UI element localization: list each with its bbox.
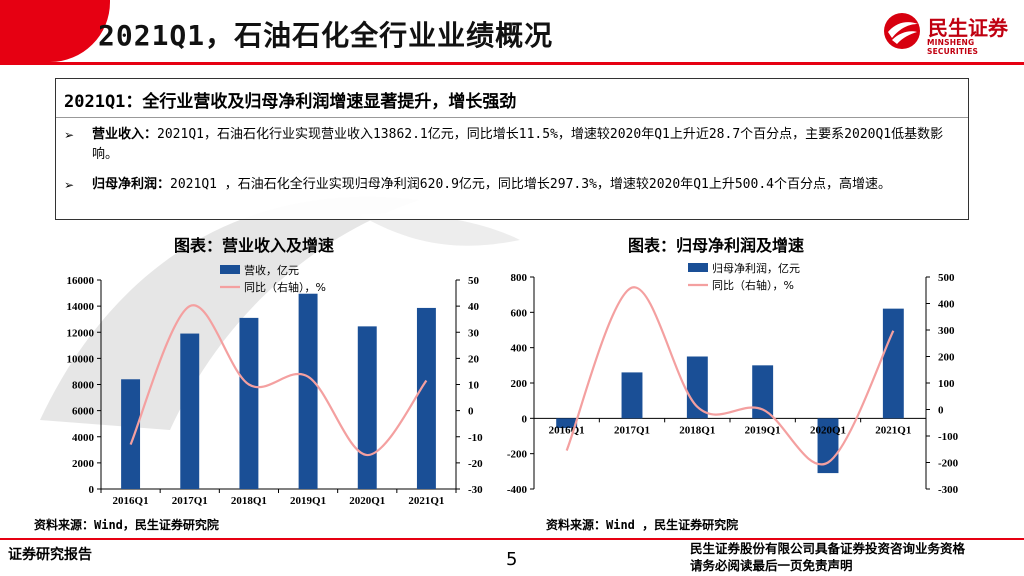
category-label: 2020Q1 — [810, 424, 846, 436]
chart-profit: -400 -200 0 200 400 600 800 -300 -200 -100 0 100 200… — [507, 261, 959, 496]
left-tick-label: 2000 — [72, 458, 95, 470]
bar — [752, 365, 774, 419]
right-tick-label: -20 — [468, 458, 483, 470]
bullet-label: 营业收入： — [92, 127, 158, 142]
footer-disclaimer-line2: 请务必阅读最后一页免责声明 — [690, 558, 853, 573]
left-tick-label: 800 — [511, 272, 528, 284]
legend-bar-swatch — [688, 263, 708, 272]
right-tick-label: 40 — [468, 301, 480, 313]
chart-revenue: 0 2000 4000 6000 8000 10000 12000 14000 16000 -30… — [67, 263, 484, 507]
right-tick-label: 30 — [468, 327, 480, 339]
header-rule — [0, 62, 1024, 65]
left-tick-label: -400 — [507, 484, 528, 496]
right-tick-label: -200 — [938, 458, 959, 470]
right-tick-label: -100 — [938, 431, 959, 443]
logo-text-en: MINSHENG SECURITIES — [927, 38, 979, 56]
legend-line-label: 同比（右轴），% — [244, 280, 326, 294]
category-label: 2018Q1 — [679, 424, 715, 436]
bar — [686, 356, 708, 419]
right-tick-label: 500 — [938, 272, 955, 284]
category-label: 2016Q1 — [113, 495, 149, 507]
left-tick-label: 8000 — [72, 380, 95, 392]
right-tick-label: -300 — [938, 484, 959, 496]
footer-disclaimer-line1: 民生证券股份有限公司具备证券投资咨询业务资格 — [690, 541, 966, 556]
summary-heading: 2021Q1：全行业营收及归母净利润增速显著提升，增长强劲 — [64, 92, 517, 112]
left-tick-label: 14000 — [67, 301, 95, 313]
right-tick-label: 0 — [468, 406, 474, 418]
left-tick-label: 0 — [522, 413, 528, 425]
bar — [239, 317, 259, 489]
left-tick-label: 600 — [511, 307, 528, 319]
left-tick-label: 6000 — [72, 406, 95, 418]
brand-logo: 民生证券 MINSHENG SECURITIES — [876, 6, 1024, 56]
bar — [556, 418, 578, 429]
logo-text-cn: 民生证券 — [928, 16, 1008, 40]
legend-bar-label: 归母净利润，亿元 — [712, 261, 800, 275]
bar — [416, 307, 436, 489]
right-tick-label: 20 — [468, 353, 480, 365]
right-tick-label: -10 — [468, 432, 483, 444]
left-tick-label: 16000 — [67, 275, 95, 287]
page-number: 5 — [506, 549, 518, 570]
bar — [180, 333, 200, 489]
category-label: 2019Q1 — [745, 424, 781, 436]
right-tick-label: -30 — [468, 484, 483, 496]
bullet-profit: ➢ 归母净利润：2021Q1 ，石油石化全行业实现归母净利润620.9亿元，同比… — [64, 175, 959, 195]
category-label: 2017Q1 — [172, 495, 208, 507]
category-label: 2021Q1 — [875, 424, 911, 436]
summary-divider — [56, 117, 968, 118]
category-label: 2021Q1 — [408, 495, 444, 507]
left-tick-label: 10000 — [67, 353, 95, 365]
source-note-profit: 资料来源：Wind ，民生证券研究院 — [546, 518, 739, 532]
left-tick-label: 200 — [511, 378, 528, 390]
growth-line — [129, 304, 428, 457]
left-tick-label: 400 — [511, 343, 528, 355]
right-tick-label: 300 — [938, 325, 955, 337]
bar — [621, 372, 643, 419]
left-tick-label: -200 — [507, 449, 528, 461]
page-title: 2021Q1，石油石化全行业业绩概况 — [98, 19, 554, 52]
category-label: 2017Q1 — [614, 424, 650, 436]
summary-box: 2021Q1：全行业营收及归母净利润增速显著提升，增长强劲 ➢ 营业收入：202… — [55, 78, 969, 220]
right-tick-label: 0 — [938, 405, 944, 417]
right-tick-label: 10 — [468, 380, 480, 392]
footer-report-label: 证券研究报告 — [8, 547, 92, 563]
chart-title-profit: 图表：归母净利润及增速 — [628, 236, 805, 255]
bullet-text: 2021Q1，石油石化行业实现营业收入13862.1亿元，同比增长11.5%，增… — [92, 127, 944, 162]
bullet-revenue: ➢ 营业收入：2021Q1，石油石化行业实现营业收入13862.1亿元，同比增长… — [64, 125, 959, 165]
right-tick-label: 200 — [938, 352, 955, 364]
category-label: 2016Q1 — [549, 424, 585, 436]
bar — [298, 293, 318, 489]
bar — [882, 308, 904, 419]
legend-bar-swatch — [220, 265, 240, 274]
arrow-bullet-icon: ➢ — [64, 128, 75, 142]
minsheng-logo-icon — [884, 13, 920, 49]
bar — [357, 326, 377, 489]
category-label: 2018Q1 — [231, 495, 267, 507]
chart-title-revenue: 图表：营业收入及增速 — [174, 236, 335, 255]
bullet-label: 归母净利润： — [92, 177, 171, 192]
category-label: 2019Q1 — [290, 495, 326, 507]
right-tick-label: 50 — [468, 275, 480, 287]
bar — [121, 379, 141, 489]
category-label: 2020Q1 — [349, 495, 385, 507]
footer-disclaimer: 民生证券股份有限公司具备证券投资咨询业务资格 请务必阅读最后一页免责声明 — [690, 540, 965, 574]
left-tick-label: 4000 — [72, 432, 95, 444]
left-tick-label: 12000 — [67, 327, 95, 339]
growth-line — [565, 286, 895, 466]
left-tick-label: 0 — [89, 484, 95, 496]
legend-line-label: 同比（右轴），% — [712, 278, 794, 292]
right-tick-label: 100 — [938, 378, 955, 390]
footer-rule — [0, 538, 1024, 540]
right-tick-label: 400 — [938, 299, 955, 311]
legend-bar-label: 营收，亿元 — [244, 263, 299, 277]
source-note-revenue: 资料来源：Wind，民生证券研究院 — [34, 518, 219, 532]
bullet-text: 2021Q1 ，石油石化全行业实现归母净利润620.9亿元，同比增长297.3%… — [170, 177, 891, 192]
arrow-bullet-icon: ➢ — [64, 178, 75, 192]
